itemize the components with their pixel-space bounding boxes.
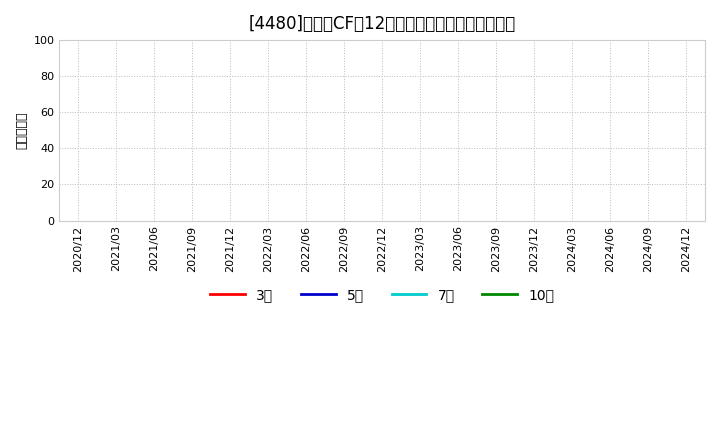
- Y-axis label: （百万円）: （百万円）: [15, 112, 28, 149]
- Title: [4480]　投賄CFの12か月移動合計の平均値の推移: [4480] 投賄CFの12か月移動合計の平均値の推移: [248, 15, 516, 33]
- Legend: 3年, 5年, 7年, 10年: 3年, 5年, 7年, 10年: [204, 282, 559, 308]
